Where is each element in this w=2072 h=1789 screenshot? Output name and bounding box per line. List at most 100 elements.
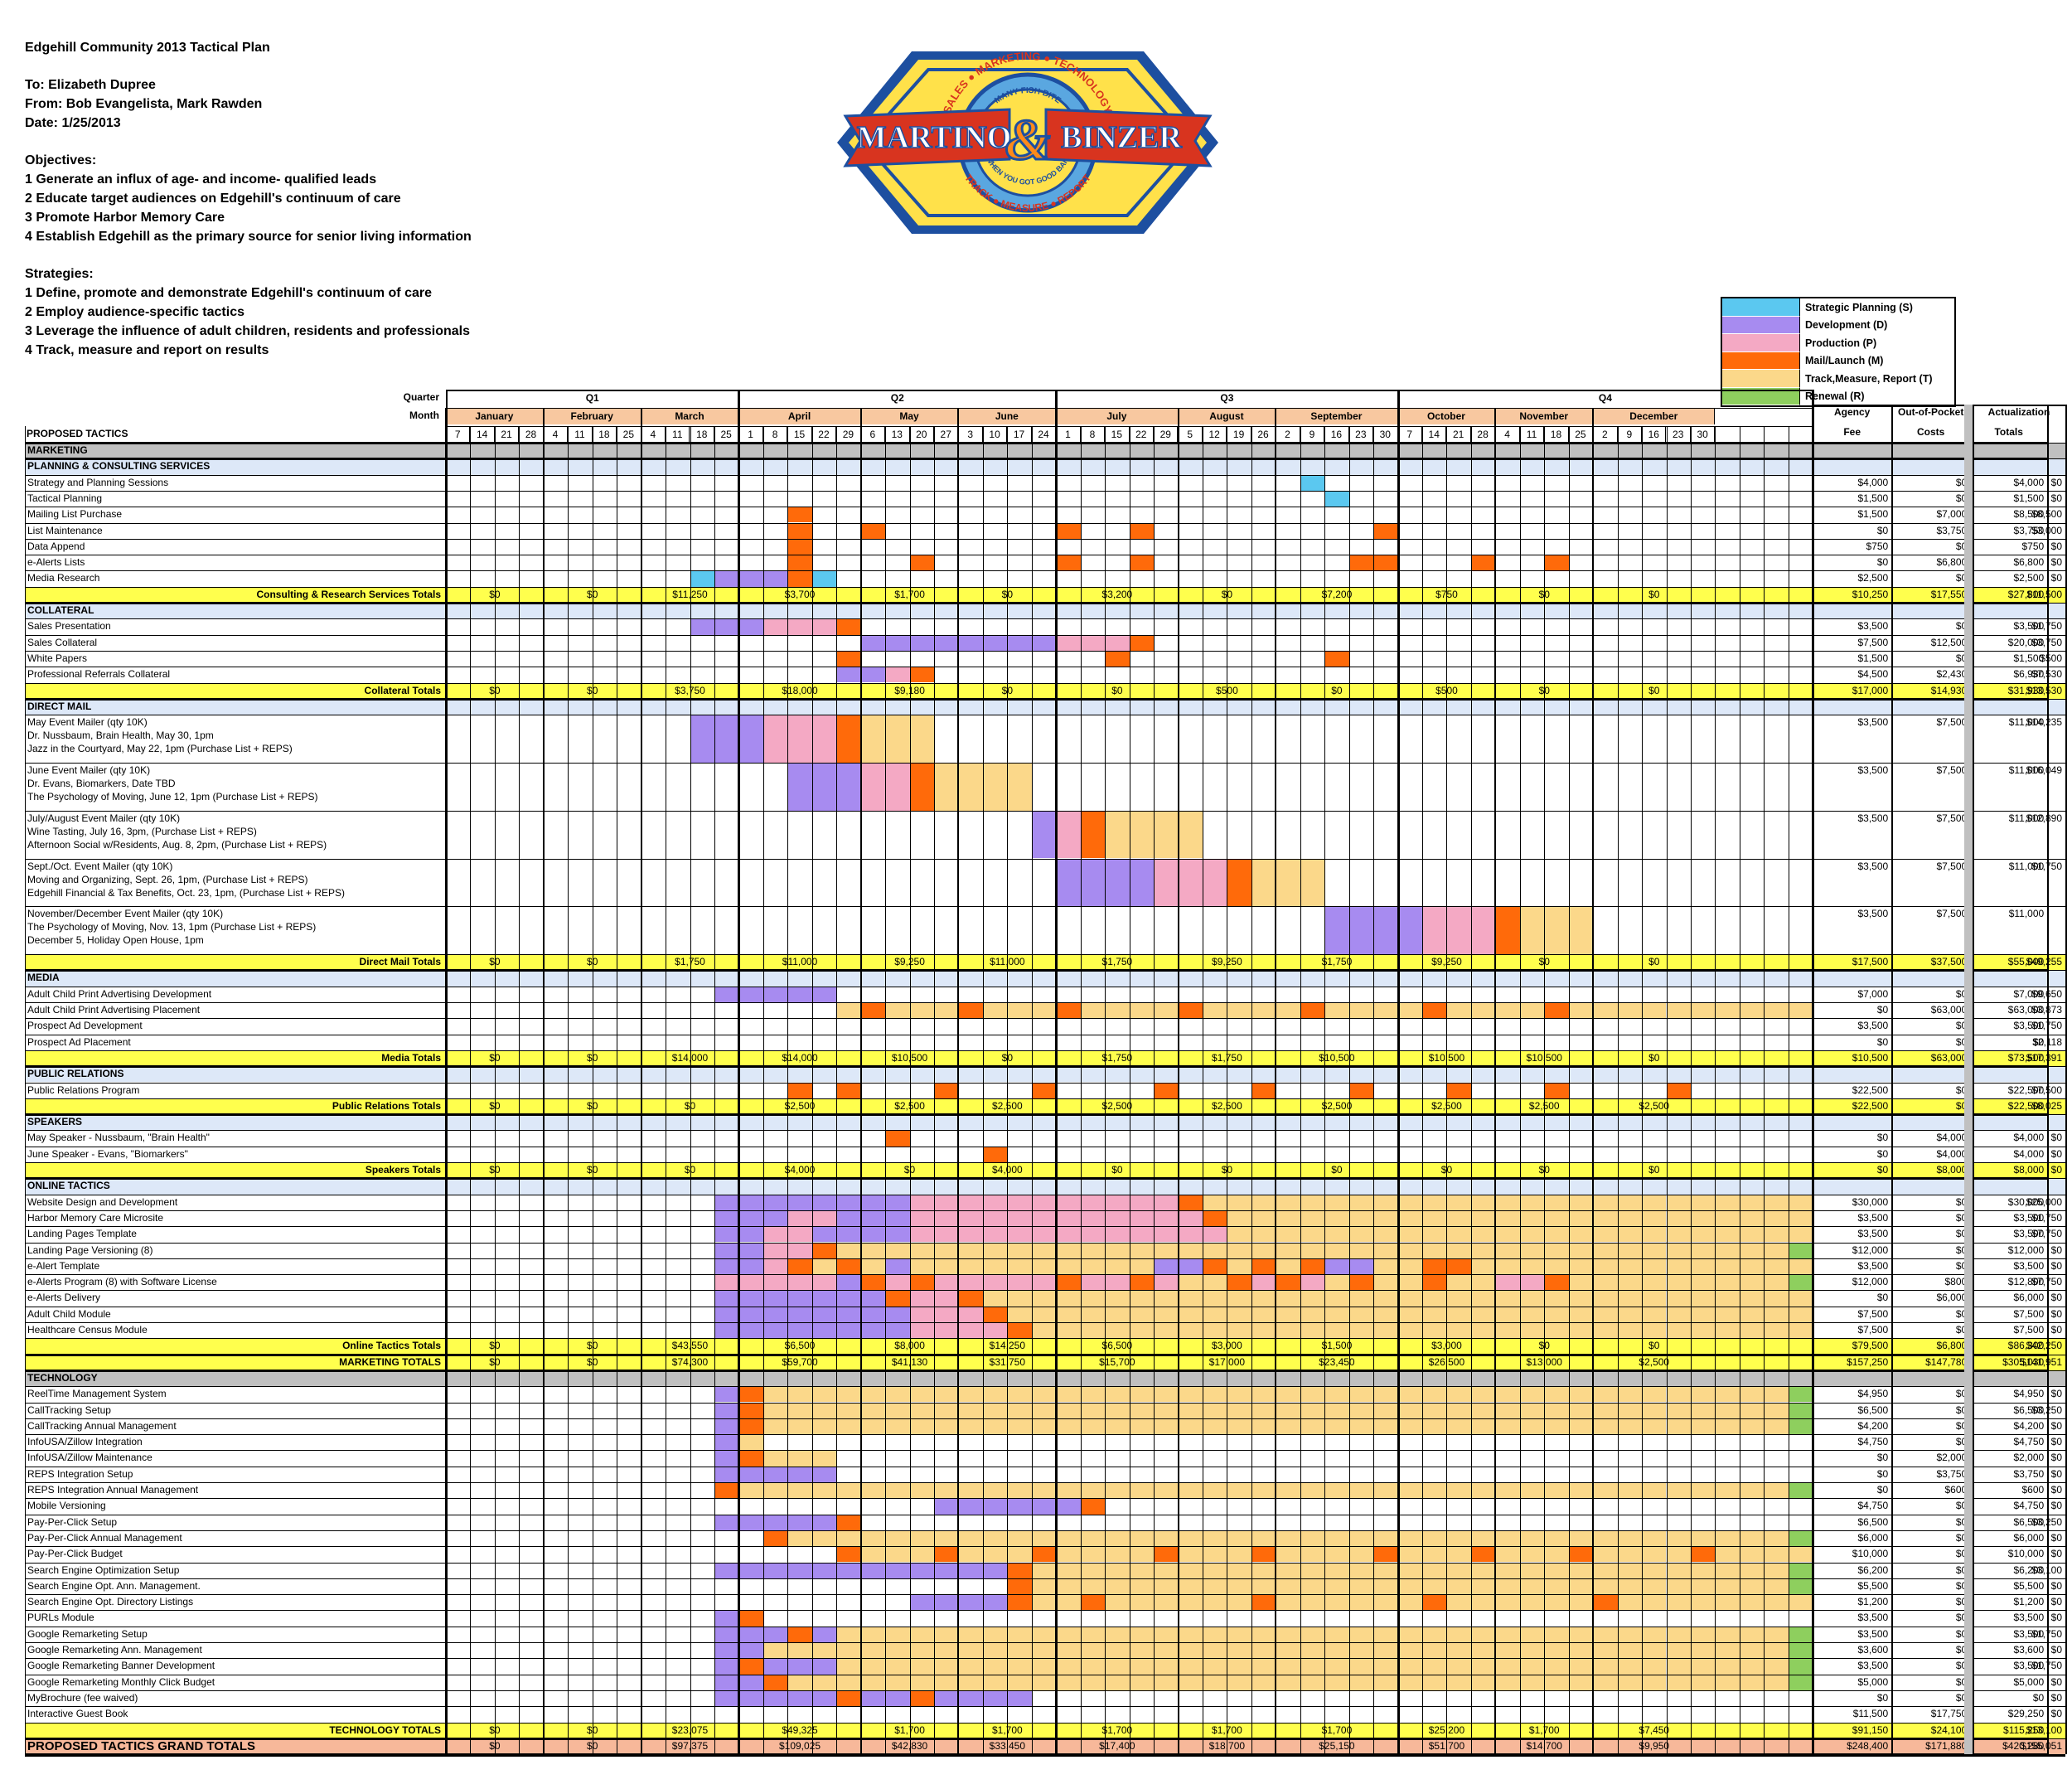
month-total: $2,500 — [1495, 1100, 1593, 1113]
schedule-bar — [1446, 1674, 1471, 1690]
totals-row — [25, 1050, 2065, 1067]
schedule-bar — [1154, 1482, 1179, 1499]
schedule-bar — [1373, 1322, 1398, 1339]
schedule-bar — [1519, 1226, 1545, 1243]
month-total: $14,000 — [782, 1051, 818, 1064]
week-header: 25 — [1569, 426, 1594, 443]
schedule-bar — [1300, 1258, 1325, 1275]
schedule-bar — [1422, 1642, 1447, 1659]
schedule-bar — [836, 1690, 861, 1707]
schedule-bar — [1202, 1658, 1227, 1675]
schedule-bar — [690, 570, 714, 587]
schedule-bar — [1251, 1546, 1276, 1563]
month-total: $4,000 — [784, 1164, 816, 1176]
tactic-label: May Event Mailer (qty 10K) Dr. Nussbaum,… — [27, 716, 293, 755]
schedule-bar — [1348, 1578, 1374, 1595]
schedule-bar — [958, 1306, 983, 1322]
schedule-bar — [1495, 1546, 1520, 1563]
grid-rule — [25, 1242, 2048, 1244]
quarter-header: Q1 — [585, 392, 599, 404]
schedule-bar — [787, 762, 812, 811]
month-total: $14,000 — [641, 1052, 739, 1064]
month-total: $0 — [1648, 1051, 1660, 1064]
grid-rule — [1973, 1226, 2065, 1228]
schedule-bar — [762, 1322, 788, 1339]
month-total: $1,750 — [1101, 1051, 1133, 1064]
schedule-bar — [1788, 1258, 1813, 1275]
week-header: 8 — [763, 426, 788, 443]
schedule-bar — [762, 1274, 788, 1291]
schedule-bar — [934, 1290, 959, 1307]
grid-rule — [1973, 1322, 2065, 1323]
agency-fee: $91,150 — [1852, 1724, 1889, 1736]
total-cost: $12,000 — [2007, 1244, 2045, 1256]
schedule-bar — [762, 1530, 788, 1547]
agency-fee: $1,200 — [1857, 1596, 1889, 1608]
actualization-value: $0 — [2050, 1436, 2062, 1448]
grid-rule — [446, 390, 448, 1755]
grid-rule — [1973, 1754, 2065, 1757]
actualization-value: $1,750 — [1973, 861, 2065, 873]
agency-fee: $5,500 — [1857, 1579, 1889, 1592]
schedule-bar — [1007, 1210, 1032, 1227]
schedule-bar — [1617, 1546, 1643, 1563]
out-of-pocket-cost: $12,500 — [1930, 636, 1968, 648]
grid-rule — [25, 1594, 2048, 1596]
schedule-bar — [1764, 1306, 1789, 1322]
schedule-bar — [1519, 1626, 1545, 1642]
schedule-bar — [1397, 1226, 1422, 1243]
schedule-bar — [714, 1194, 739, 1210]
schedule-bar — [1690, 1594, 1716, 1611]
grid-rule — [1973, 1434, 2065, 1436]
grid-rule — [1973, 1418, 2065, 1419]
schedule-bar — [1495, 1290, 1520, 1307]
grid-rule — [1422, 426, 1423, 1755]
schedule-bar — [1593, 1546, 1618, 1563]
schedule-bar — [1129, 1530, 1155, 1547]
schedule-bar — [1397, 1626, 1422, 1642]
schedule-bar — [1373, 1002, 1398, 1019]
schedule-bar — [690, 715, 714, 763]
schedule-bar — [958, 762, 983, 811]
schedule-bar — [1227, 1002, 1251, 1019]
actualization-value: $0 — [2050, 1388, 2062, 1400]
schedule-bar — [811, 1402, 837, 1418]
schedule-bar — [982, 1386, 1008, 1403]
grid-rule — [25, 1130, 2048, 1132]
schedule-bar — [1568, 1402, 1594, 1418]
schedule-bar — [1470, 1530, 1496, 1547]
schedule-bar — [1105, 1594, 1130, 1611]
schedule-bar — [1300, 474, 1325, 491]
tactic-label: Search Engine Opt. Ann. Management. — [27, 1579, 201, 1592]
schedule-bar — [1373, 1482, 1398, 1499]
agency-fee: $7,000 — [1857, 987, 1889, 1000]
schedule-bar — [1227, 1674, 1251, 1690]
month-total: $1,700 — [861, 589, 959, 601]
schedule-bar — [1544, 555, 1569, 571]
week-header: 22 — [1130, 426, 1155, 443]
schedule-bar — [1617, 1642, 1643, 1659]
schedule-bar — [1080, 1402, 1106, 1418]
legend-item: Strategic Planning (S) — [1722, 298, 1954, 317]
schedule-bar — [762, 1466, 788, 1482]
grid-rule — [2047, 405, 2050, 1755]
schedule-bar — [1056, 1658, 1081, 1675]
schedule-bar — [1324, 1482, 1349, 1499]
schedule-bar — [1690, 1274, 1716, 1291]
totals-row — [25, 1722, 2065, 1738]
month-total: $10,500 — [1319, 1051, 1355, 1064]
schedule-bar — [1276, 1578, 1300, 1595]
schedule-bar — [1227, 1322, 1251, 1339]
schedule-bar — [1129, 555, 1155, 571]
schedule-bar — [1129, 1546, 1155, 1563]
schedule-bar — [1593, 1418, 1618, 1435]
schedule-bar — [1470, 1242, 1496, 1258]
total-cost: $4,000 — [2013, 1147, 2045, 1160]
legend-swatch — [1722, 387, 1800, 405]
week-header: 26 — [1251, 426, 1276, 443]
grid-rule — [1973, 570, 2065, 572]
schedule-bar — [1568, 1210, 1594, 1227]
schedule-bar — [787, 618, 812, 635]
schedule-bar — [1056, 1418, 1081, 1435]
schedule-bar — [1105, 1562, 1130, 1578]
